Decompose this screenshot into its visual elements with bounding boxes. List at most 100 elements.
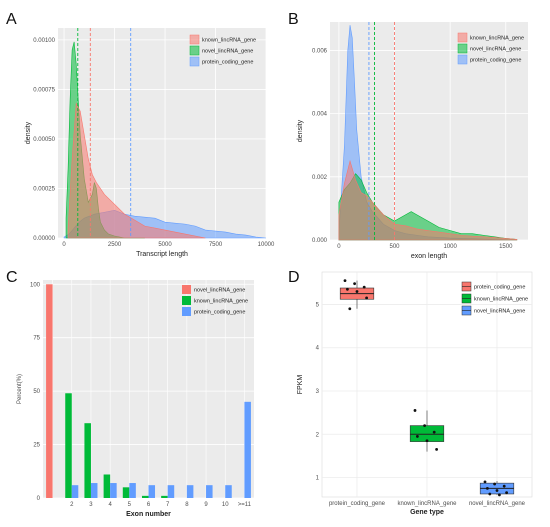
data-point [488,492,492,496]
data-point [493,482,496,486]
y-tick-label-c: 100 [30,282,41,288]
x-tick-label-c: 3 [89,502,93,508]
bar-known-lincRNA-gene [161,495,168,498]
legend-label: novel_lincRNA_gene [194,288,245,294]
x-tick-label-d: protein_coding_gene [329,501,386,507]
legend-label: protein_coding_gene [202,60,253,66]
x-tick-label-c: 7 [166,502,170,508]
x-tick-label-c: 5 [128,502,132,508]
data-point [413,409,417,412]
y-tick-label-a: 0.00100 [33,38,55,44]
y-tick-label-a: 0.00075 [33,87,55,93]
density-area-known-lincRNA-gene [67,102,206,239]
bar-protein-coding-gene [186,485,194,498]
legend-swatch [189,45,200,56]
bar-protein-coding-gene [148,485,156,498]
x-tick-label-c: >=11 [238,502,252,508]
density-area-known-lincRNA-gene [338,159,518,241]
bar-known-lincRNA-gene [65,393,72,498]
y-axis-label-c: Percent(%) [17,374,23,404]
y-tick-label-b: 0.002 [312,175,328,181]
y-axis-label-b: density [297,119,304,142]
y-tick-label-d: 5 [316,302,320,308]
y-tick-label-c: 50 [33,389,40,395]
y-tick-label-c: 75 [33,336,40,342]
bar-protein-coding-gene [71,485,79,498]
panel-letter-a: A [6,11,17,28]
data-point [495,489,499,492]
x-tick-label-c: 10 [222,502,229,508]
bar-novel-lincRNA-gene [46,284,53,498]
x-tick-label-c: 8 [185,502,189,508]
bar-protein-coding-gene [167,485,175,498]
bar-known-lincRNA-gene [84,423,91,498]
legend-label: protein_coding_gene [474,285,525,291]
bar-protein-coding-gene [90,483,98,498]
y-tick-label-d: 3 [316,389,320,395]
chart-panel-c: 0 25 50 75 100 2 3 4 5 6 7 8 9 10 >=11 Exon number Perce… [17,280,254,518]
legend-label: novel_lincRNA_gene [202,49,253,55]
legend-label: protein_coding_gene [470,58,521,64]
bar-protein-coding-gene [206,485,213,498]
bar-known-lincRNA-gene [103,474,111,498]
bar-known-lincRNA-gene [122,487,130,498]
legend-label: novel_lincRNA_gene [470,47,521,53]
chart-panel-a: 0.00000 0.00025 0.00050 0.00075 0.00100 0 2500… [25,28,275,258]
bar-protein-coding-gene [129,483,136,498]
legend-label: known_lincRNA_gene [194,299,248,305]
data-point [432,430,436,434]
legend-swatch [457,54,468,65]
x-axis-label-c: Exon number [126,511,171,518]
x-tick-label-c: 2 [70,502,74,508]
legend-label: known_lincRNA_gene [470,36,524,42]
x-tick-label-c: 6 [147,502,151,508]
y-tick-label-a: 0.00000 [33,236,55,242]
y-tick-label-c: 0 [37,496,41,502]
legend-swatch [189,56,200,67]
x-axis-label-b: exon length [411,253,447,260]
chart-panel-d: 1 2 3 4 5 protein_coding_gene known_lincRNA_ge… [297,271,533,516]
legend-swatch [182,285,191,294]
x-tick-label-b: 0 [337,244,341,250]
y-tick-label-d: 1 [316,476,320,482]
legend-swatch [182,296,191,305]
x-tick-label-a: 10000 [258,242,275,248]
legend-swatch [189,34,200,45]
y-tick-label-d: 2 [316,432,320,438]
legend-swatch [182,307,191,316]
data-point [362,285,366,289]
x-tick-label-a: 2500 [108,242,122,248]
x-axis-label-a: Transcript length [136,251,188,258]
y-axis-label-d: FPKM [297,375,304,395]
data-point [365,296,368,300]
y-tick-label-b: 0.000 [312,238,328,244]
y-tick-label-a: 0.00050 [33,137,55,143]
y-tick-label-b: 0.006 [312,48,328,54]
legend-label: protein_coding_gene [194,310,245,316]
panel-letter-b: B [288,11,299,28]
data-point [348,307,352,311]
box-known-lincRNA-gene [409,425,445,442]
data-point [435,448,438,451]
bar-protein-coding-gene [225,485,232,498]
legend-label: known_lincRNA_gene [202,38,256,44]
data-point [355,290,359,293]
y-axis-label-a: density [25,121,32,144]
legend-swatch [457,32,468,43]
bar-protein-coding-gene [110,483,117,498]
x-axis-label-d: Gene type [410,509,444,516]
data-point [483,480,487,484]
x-tick-label-a: 7500 [209,242,223,248]
y-tick-label-a: 0.00025 [33,186,55,192]
data-point [423,424,426,428]
x-tick-label-c: 9 [204,502,208,508]
bar-protein-coding-gene [244,401,251,498]
legend-swatch [457,43,468,54]
data-point [505,491,508,495]
x-tick-label-a: 5000 [158,242,172,248]
legend-label: novel_lincRNA_gene [474,309,525,315]
bar-known-lincRNA-gene [141,495,149,498]
data-point [425,439,429,443]
data-point [346,287,349,291]
